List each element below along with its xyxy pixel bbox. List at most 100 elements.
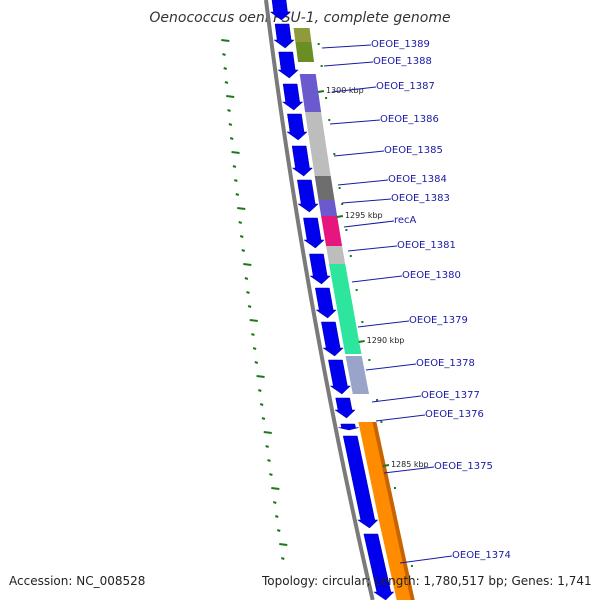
label-leader-line: [383, 466, 435, 474]
ruler-tick: [249, 319, 258, 322]
cds-arrow: [286, 113, 308, 141]
ruler-tick: [229, 137, 234, 140]
ruler-tick: [224, 81, 229, 84]
gene-label: OEOE_1385: [384, 145, 443, 156]
ruler-tick: [269, 473, 273, 476]
label-leader-line: [365, 363, 417, 371]
gene-label: OEOE_1389: [371, 39, 430, 50]
label-leader-line: [371, 395, 422, 403]
cds-arrow: [303, 217, 325, 249]
label-leader-line: [329, 119, 381, 125]
cds-arrow: [273, 23, 295, 49]
ruler-tick: [221, 39, 230, 42]
ruler-tick: [258, 389, 262, 392]
gene-label: OEOE_1378: [416, 358, 475, 369]
label-leader-line: [375, 414, 426, 422]
cds-arrow: [363, 533, 395, 600]
backbone-line: [264, 0, 375, 600]
ruler-tick: [232, 165, 237, 168]
genome-summary-text: Topology: circular; Length: 1,780,517 bp…: [262, 574, 592, 588]
tick-marks: [221, 39, 288, 560]
cds-arrow: [309, 253, 331, 285]
feature-block: [345, 356, 369, 394]
cds-arrow: [342, 435, 379, 529]
map-title: Oenococcus oeni PSU-1, complete genome: [149, 10, 451, 26]
ruler-tick: [279, 543, 288, 546]
cds-arrow: [321, 321, 344, 357]
cds-arrow: [297, 179, 319, 213]
gene-label: OEOE_1387: [376, 81, 435, 92]
ruler-tick: [274, 515, 279, 518]
gene-label: OEOE_1383: [391, 193, 450, 204]
ruler-tick: [246, 291, 250, 294]
ruler-tick: [265, 445, 269, 448]
ruler-tick: [231, 151, 240, 154]
gene-label: OEOE_1380: [402, 270, 461, 281]
ruler-tick: [261, 417, 266, 420]
scale-tick: [358, 340, 365, 343]
accession-text: Accession: NC_008528: [9, 574, 146, 588]
feature-block: [378, 520, 413, 600]
gene-label: recA: [394, 215, 417, 226]
feature-block: [305, 112, 326, 142]
cds-arrow: [291, 145, 314, 177]
backbone-ring: [264, 0, 375, 600]
label-leader-line: [323, 61, 374, 67]
cds-arrow: [334, 397, 356, 419]
label-leader-line: [333, 150, 385, 157]
label-leader-line: [351, 275, 403, 283]
ruler-tick: [276, 529, 281, 532]
ruler-tick: [272, 501, 277, 504]
label-leader-line: [331, 86, 377, 93]
ruler-tick: [235, 193, 240, 196]
label-leader-line: [321, 44, 372, 49]
feature-block: [321, 216, 343, 246]
feature-block: [293, 28, 312, 42]
gene-label: OEOE_1374: [452, 550, 511, 561]
cds-track: [269, 0, 395, 600]
gene-label: OEOE_1375: [434, 461, 493, 472]
ruler-tick: [223, 67, 228, 70]
label-leader-line: [347, 245, 398, 252]
scale-tick: [336, 215, 344, 218]
ruler-tick: [238, 221, 243, 224]
ruler-tick: [251, 333, 255, 336]
feature-block: [326, 246, 346, 264]
scale-tick: [382, 464, 390, 467]
ruler-tick: [234, 179, 238, 182]
ruler-tick: [263, 431, 272, 434]
cds-arrow: [328, 359, 351, 395]
feature-block: [314, 176, 335, 200]
cds-arrow: [269, 0, 292, 21]
gene-label: OEOE_1386: [380, 114, 439, 125]
ruler-tick: [252, 347, 257, 350]
ruler-tick: [227, 109, 231, 112]
scale-tick: [317, 90, 325, 93]
feature-block: [329, 264, 362, 354]
label-leader-line: [399, 555, 453, 564]
gene-label: OEOE_1384: [388, 174, 447, 185]
gene-label: OEOE_1377: [421, 390, 480, 401]
cds-arrow: [315, 287, 337, 319]
ruler-tick: [254, 361, 259, 364]
ruler-tick: [271, 487, 280, 490]
ruler-tick: [256, 375, 265, 378]
gene-labels: OEOE_1389 OEOE_1388 OEOE_1387 OEOE_1386 OEOE…: [321, 39, 511, 564]
feature-block: [295, 42, 315, 62]
cds-arrow: [277, 51, 299, 79]
feature-block: [299, 74, 322, 112]
scale-tick-label: 1285 kbp: [391, 460, 429, 469]
ruler-tick: [244, 277, 249, 280]
ruler-tick: [226, 95, 235, 98]
scale-tick-label: 1295 kbp: [345, 211, 383, 220]
ruler-tick: [228, 123, 233, 126]
ruler-tick: [239, 235, 244, 238]
label-leader-line: [341, 198, 392, 204]
gene-label: OEOE_1379: [409, 315, 468, 326]
gene-label: OEOE_1376: [425, 409, 484, 420]
feature-shadow: [372, 422, 415, 600]
cds-arrow: [338, 423, 359, 431]
label-leader-line: [343, 220, 395, 228]
feature-block: [309, 142, 331, 176]
